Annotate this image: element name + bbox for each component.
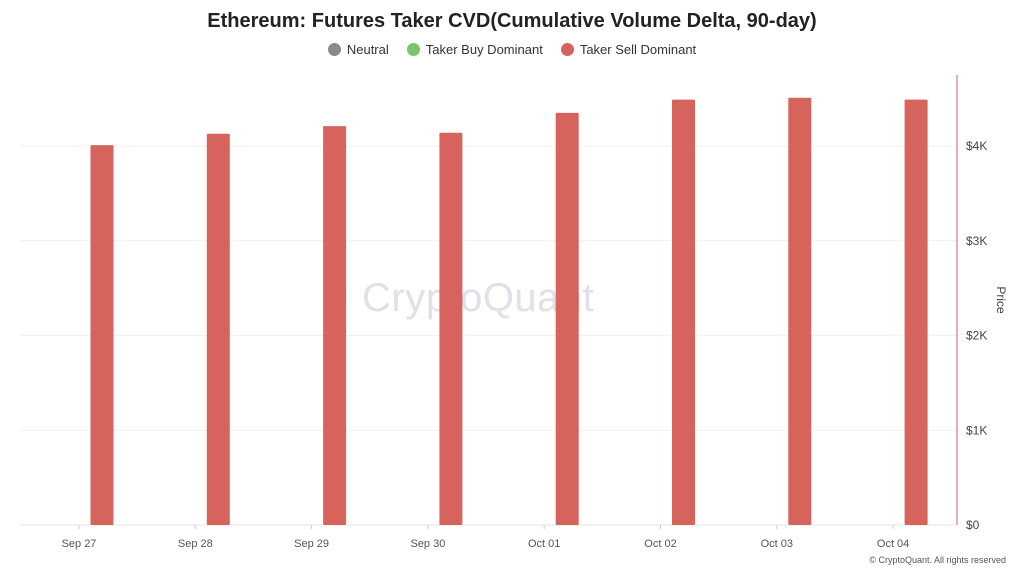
x-tick-label-sep-30: Sep 30 <box>410 538 445 550</box>
bar-sep-27[interactable] <box>90 145 114 525</box>
y-tick-label-1: $1K <box>966 423 987 437</box>
bar-oct-01[interactable] <box>555 112 579 525</box>
x-tick-label-sep-28: Sep 28 <box>178 538 213 550</box>
legend-item-taker-sell-dominant[interactable]: Taker Sell Dominant <box>560 42 697 57</box>
legend-dot-taker-sell-dominant <box>560 43 574 56</box>
chart-title: Ethereum: Futures Taker CVD(Cumulative V… <box>207 10 817 32</box>
legend-dot-taker-buy-dominant <box>406 43 420 56</box>
y-tick-label-4: $4K <box>966 139 987 153</box>
y-tick-label-0: $0 <box>966 518 980 532</box>
y-tick-label-3: $3K <box>966 234 987 248</box>
x-tick-label-oct-04: Oct 04 <box>877 538 909 550</box>
x-tick-label-oct-01: Oct 01 <box>528 538 560 550</box>
x-tick-label-sep-27: Sep 27 <box>62 538 97 550</box>
bar-sep-29[interactable] <box>323 126 347 525</box>
legend-label-taker-buy-dominant: Taker Buy Dominant <box>425 42 543 57</box>
bar-oct-03[interactable] <box>788 97 812 525</box>
bar-oct-04[interactable] <box>904 99 928 525</box>
x-tick-label-sep-29: Sep 29 <box>294 538 329 550</box>
y-tick-label-2: $2K <box>966 329 987 343</box>
x-tick-label-oct-03: Oct 03 <box>761 538 793 550</box>
legend-label-neutral: Neutral <box>346 42 389 57</box>
bar-oct-02[interactable] <box>672 99 695 525</box>
legend-dot-neutral <box>327 43 341 56</box>
legend-item-taker-buy-dominant[interactable]: Taker Buy Dominant <box>406 42 543 57</box>
y-axis-title: Price <box>994 286 1008 314</box>
legend-item-neutral[interactable]: Neutral <box>327 42 389 57</box>
copyright-notice: © CryptoQuant. All rights reserved <box>869 555 1006 565</box>
x-tick-label-oct-02: Oct 02 <box>644 538 676 550</box>
chart-legend: Neutral Taker Buy Dominant Taker Sell Do… <box>0 42 1024 57</box>
bar-sep-30[interactable] <box>439 132 463 525</box>
bar-sep-28[interactable] <box>206 133 230 525</box>
legend-label-taker-sell-dominant: Taker Sell Dominant <box>579 42 697 57</box>
